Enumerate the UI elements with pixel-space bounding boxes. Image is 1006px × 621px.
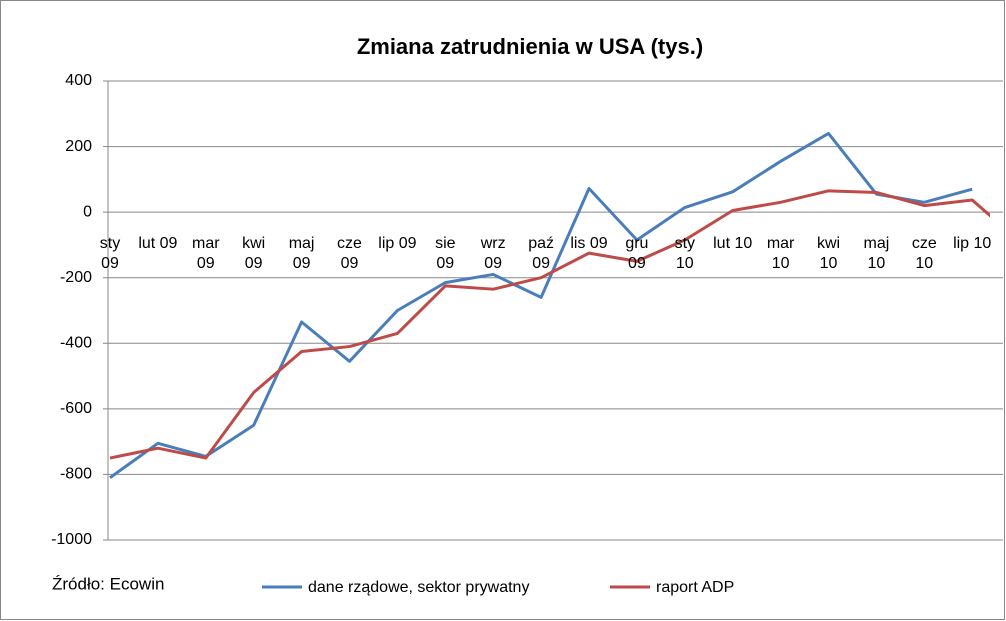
x-tick-label: paź 09: [528, 235, 554, 273]
y-tick-label: -400: [60, 335, 92, 352]
chart-title: Zmiana zatrudnienia w USA (tys.): [357, 34, 703, 59]
x-tick-label: sty 10: [674, 235, 696, 273]
x-tick-label: lip 09: [378, 235, 417, 253]
x-tick-label: sty 09: [99, 235, 121, 273]
x-tick-label: maj 09: [288, 235, 315, 273]
x-tick-label: kwi 10: [816, 235, 841, 273]
x-tick-label: cze 09: [337, 235, 362, 273]
x-tick-label: kwi 09: [242, 235, 266, 273]
x-tick-label: cze 10: [911, 235, 937, 273]
x-tick-label: lis 09: [570, 235, 608, 253]
series-line: [109, 131, 973, 479]
x-tick-label: lip 10: [953, 235, 992, 253]
x-tick-label: gru 09: [625, 235, 649, 273]
x-tick-label: lut 10: [713, 235, 753, 253]
x-tick-label: maj 10: [863, 235, 890, 273]
y-tick-label: -600: [60, 400, 92, 417]
y-tick-label: -800: [60, 466, 92, 483]
source-note: Źródło: Ecowin: [52, 574, 164, 593]
series-line: [109, 189, 990, 460]
y-tick-label: 400: [65, 72, 92, 89]
x-tick-label: mar 10: [766, 235, 795, 273]
x-tick-label: wrz 09: [480, 235, 506, 273]
legend-label: dane rządowe, sektor prywatny: [308, 579, 529, 596]
x-tick-label: lut 09: [138, 235, 178, 253]
y-tick-label: 200: [65, 138, 92, 155]
x-tick-label: mar 09: [192, 235, 220, 273]
y-tick-label: -200: [60, 269, 92, 286]
legend-label: raport ADP: [656, 579, 734, 596]
y-tick-label: -1000: [51, 531, 92, 548]
y-tick-label: 0: [83, 203, 92, 220]
x-tick-label: sie 09: [435, 235, 456, 273]
